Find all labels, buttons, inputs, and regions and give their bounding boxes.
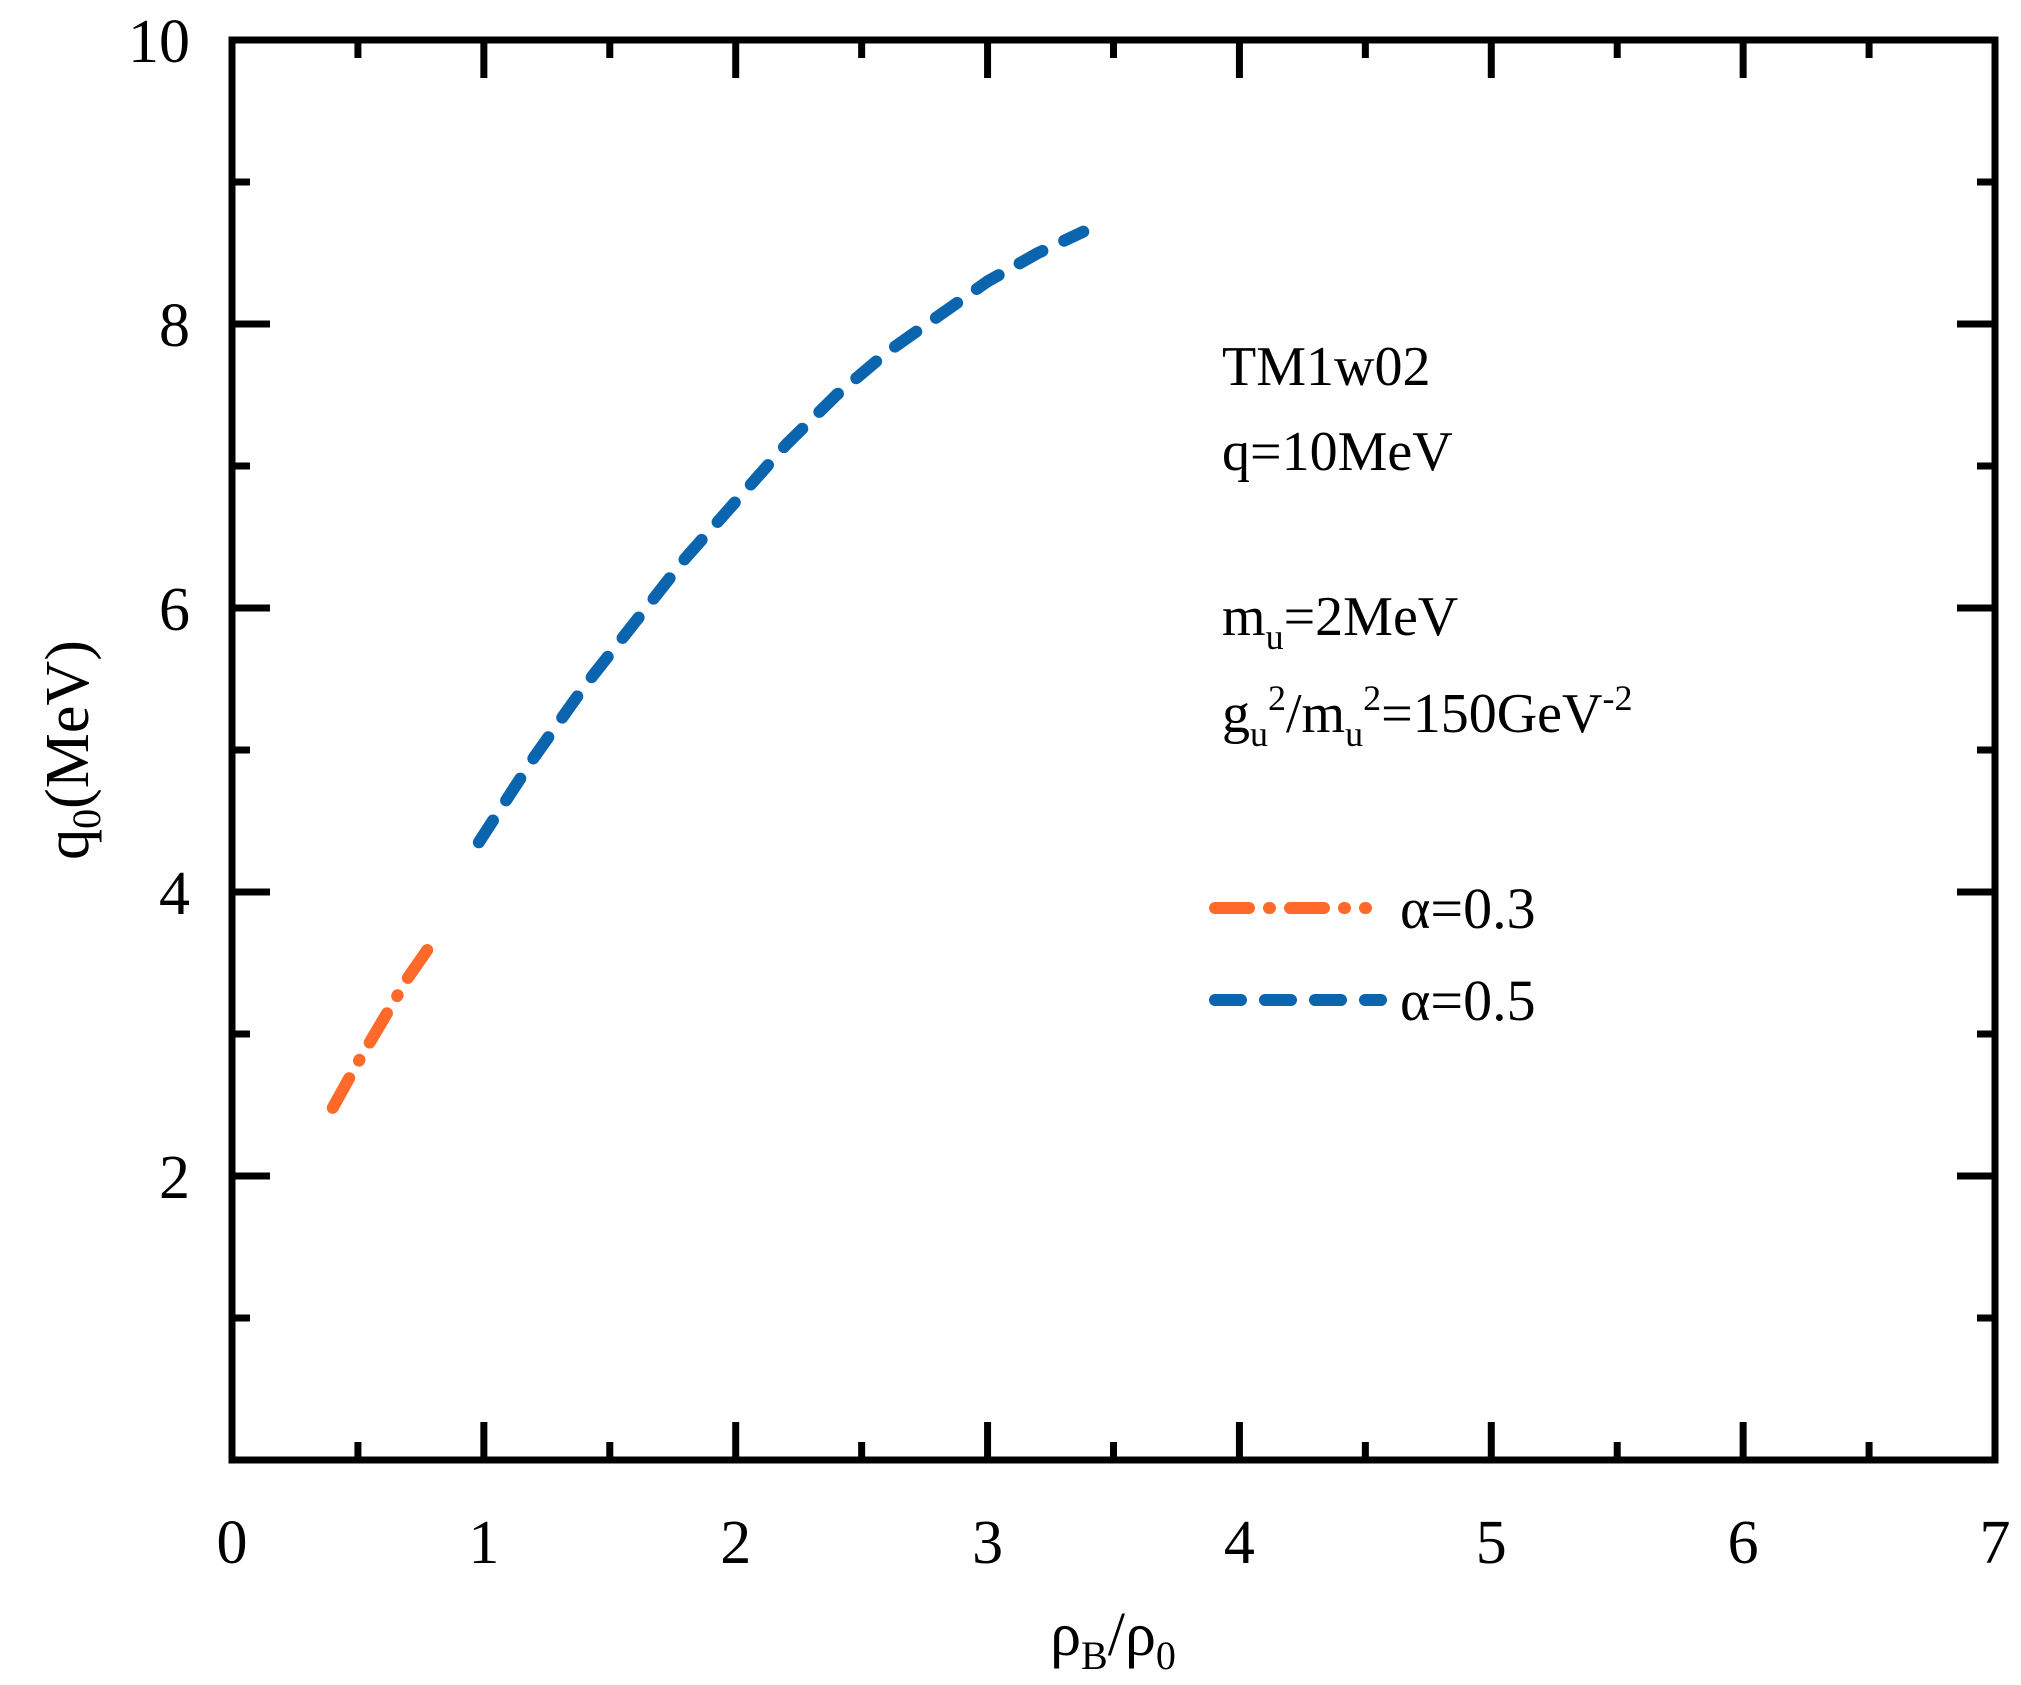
x-tick-label: 0 [217,1509,248,1577]
series-line-1 [472,225,1090,849]
x-tick-label: 3 [972,1509,1003,1577]
x-tick-labels: 0 1 2 3 4 5 6 7 [217,1509,2011,1577]
y-tick-labels: 2 4 6 8 10 [128,8,190,1212]
x-tick-label: 1 [468,1509,499,1577]
legend-item-alpha-0.3: α=0.3 [1209,876,1536,941]
x-tick-label: 6 [1728,1509,1759,1577]
series-layer [326,225,1090,1114]
annotation-coupling: gu2/mu2=150GeV-2 [1222,678,1632,754]
annotation-mass: mu=2MeV [1222,586,1458,657]
x-tick-label: 5 [1476,1509,1507,1577]
series-line-0 [326,931,443,1114]
legend-item-alpha-0.5: α=0.5 [1209,968,1536,1033]
annotation-block: TM1w02 q=10MeV mu=2MeV gu2/mu2=150GeV-2 [1222,336,1632,754]
x-tick-label: 7 [1980,1509,2011,1577]
x-tick-label: 4 [1224,1509,1255,1577]
x-axis-label: ρB/ρ0 [1050,1601,1176,1678]
y-tick-label: 6 [159,576,190,644]
annotation-q: q=10MeV [1222,421,1453,483]
annotation-model: TM1w02 [1222,336,1430,398]
y-tick-label: 10 [128,8,190,76]
y-tick-label: 2 [159,1144,190,1212]
x-tick-label: 2 [720,1509,751,1577]
plot-frame [228,36,1999,1464]
y-tick-label: 4 [159,860,190,928]
y-tick-label: 8 [159,292,190,360]
legend-label-alpha-0.3: α=0.3 [1400,876,1536,941]
legend: α=0.3 α=0.5 [1209,876,1536,1033]
y-axis-label: q0(MeV) [34,640,109,860]
legend-label-alpha-0.5: α=0.5 [1400,968,1536,1033]
ticks-layer [228,40,1999,1460]
